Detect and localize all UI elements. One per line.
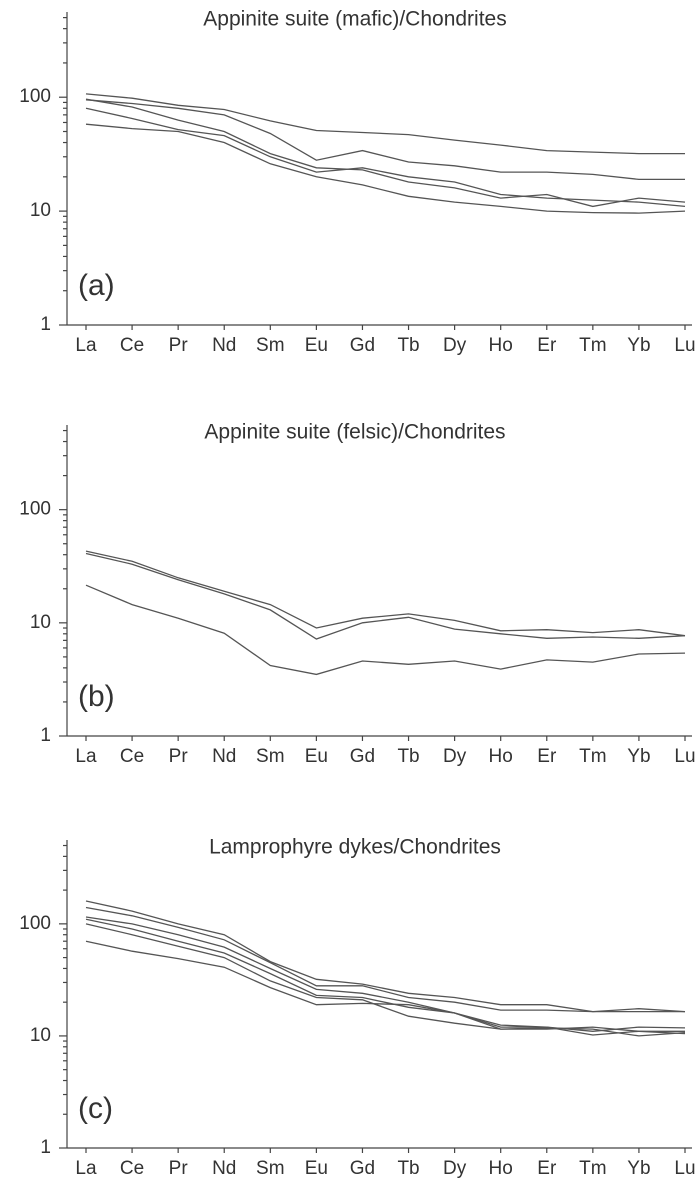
y-tick-label: 1 bbox=[40, 314, 51, 335]
y-tick-label: 100 bbox=[19, 913, 51, 934]
y-tick-label: 10 bbox=[30, 1025, 51, 1046]
x-tick-label: Sm bbox=[256, 746, 285, 767]
x-tick-label: Eu bbox=[305, 335, 328, 356]
x-tick-label: Pr bbox=[169, 1158, 189, 1179]
y-tick-label: 1 bbox=[40, 1137, 51, 1158]
x-tick-label: Dy bbox=[443, 746, 467, 767]
y-tick-label: 100 bbox=[19, 499, 51, 520]
x-tick-label: La bbox=[75, 335, 97, 356]
x-tick-label: Lu bbox=[674, 746, 695, 767]
x-tick-label: Dy bbox=[443, 335, 467, 356]
x-tick-label: Tb bbox=[397, 746, 419, 767]
panel-label: (c) bbox=[78, 1092, 113, 1125]
series-line bbox=[85, 906, 685, 1013]
x-tick-label: Dy bbox=[443, 1158, 467, 1179]
x-tick-label: Ho bbox=[489, 335, 513, 356]
series-line bbox=[85, 900, 686, 1013]
x-tick-label: Ce bbox=[120, 335, 144, 356]
series-line bbox=[85, 107, 686, 208]
x-tick-label: Gd bbox=[350, 335, 375, 356]
x-tick-label: La bbox=[75, 746, 97, 767]
x-tick-label: Eu bbox=[305, 746, 328, 767]
y-tick-label: 10 bbox=[30, 612, 51, 633]
x-tick-label: Yb bbox=[627, 335, 650, 356]
x-tick-label: Tb bbox=[397, 1158, 419, 1179]
y-tick-label: 10 bbox=[30, 200, 51, 221]
series-line bbox=[85, 916, 686, 1032]
chart-title: Appinite suite (felsic)/Chondrites bbox=[204, 421, 505, 444]
x-tick-label: Nd bbox=[212, 1158, 236, 1179]
series-line bbox=[85, 550, 686, 637]
x-tick-label: Yb bbox=[627, 746, 650, 767]
x-tick-label: Sm bbox=[256, 1158, 285, 1179]
panel-label: (a) bbox=[78, 269, 115, 302]
chart-title: Lamprophyre dykes/Chondrites bbox=[209, 836, 501, 859]
series-line bbox=[85, 99, 685, 181]
x-tick-label: Ce bbox=[120, 746, 144, 767]
x-tick-label: Pr bbox=[169, 335, 189, 356]
x-tick-label: Er bbox=[537, 335, 557, 356]
series-line bbox=[85, 918, 685, 1036]
x-tick-label: Tm bbox=[579, 1158, 606, 1179]
x-tick-label: Er bbox=[537, 1158, 557, 1179]
series-line bbox=[85, 93, 685, 155]
x-tick-label: Eu bbox=[305, 1158, 328, 1179]
x-tick-label: Gd bbox=[350, 1158, 375, 1179]
x-tick-label: Pr bbox=[169, 746, 189, 767]
x-tick-label: Lu bbox=[674, 1158, 695, 1179]
series-line bbox=[85, 940, 686, 1035]
x-tick-label: Tm bbox=[579, 746, 606, 767]
series-line bbox=[85, 923, 686, 1037]
x-tick-label: Tb bbox=[397, 335, 419, 356]
series-line bbox=[85, 98, 686, 208]
x-tick-label: Nd bbox=[212, 335, 236, 356]
y-tick-label: 100 bbox=[19, 86, 51, 107]
x-tick-label: Sm bbox=[256, 335, 285, 356]
x-tick-label: Ho bbox=[489, 746, 513, 767]
x-tick-label: Ce bbox=[120, 1158, 144, 1179]
x-tick-label: Gd bbox=[350, 746, 375, 767]
x-tick-label: Yb bbox=[627, 1158, 650, 1179]
panel-label: (b) bbox=[78, 680, 115, 713]
series-line bbox=[85, 552, 686, 640]
y-tick-label: 1 bbox=[40, 725, 51, 746]
series-line bbox=[85, 123, 686, 214]
chart-title: Appinite suite (mafic)/Chondrites bbox=[203, 8, 506, 31]
x-tick-label: La bbox=[75, 1158, 97, 1179]
x-tick-label: Er bbox=[537, 746, 557, 767]
x-tick-label: Lu bbox=[674, 335, 695, 356]
x-tick-label: Tm bbox=[579, 335, 606, 356]
series-line bbox=[85, 584, 686, 676]
x-tick-label: Nd bbox=[212, 746, 236, 767]
x-tick-label: Ho bbox=[489, 1158, 513, 1179]
